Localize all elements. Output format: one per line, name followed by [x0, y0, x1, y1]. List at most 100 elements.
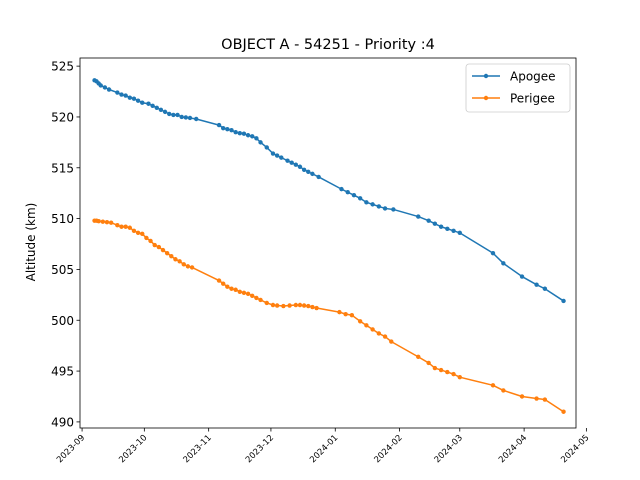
- data-point-apogee: [216, 122, 222, 128]
- y-axis-label: Altitude (km): [24, 203, 38, 282]
- legend: Apogee Perigee: [465, 63, 571, 113]
- data-point-perigee: [108, 220, 114, 225]
- data-point-perigee: [287, 303, 292, 308]
- data-point-apogee: [345, 189, 350, 195]
- data-point-perigee: [370, 327, 375, 332]
- data-point-perigee: [115, 223, 120, 228]
- data-point-perigee: [264, 300, 269, 306]
- data-point-perigee: [534, 396, 539, 401]
- data-point-apogee: [297, 164, 303, 169]
- data-point-perigee: [382, 334, 388, 339]
- data-point-perigee: [306, 303, 311, 309]
- y-tick-label: 525: [51, 60, 74, 74]
- data-point-apogee: [279, 155, 284, 160]
- data-point-perigee: [438, 367, 444, 373]
- data-point-apogee: [391, 207, 396, 212]
- data-point-perigee: [189, 265, 195, 270]
- series-apogee: [92, 78, 566, 304]
- data-point-apogee: [519, 274, 525, 279]
- legend-swatch-marker: [483, 95, 489, 101]
- data-point-apogee: [102, 85, 108, 90]
- data-point-perigee: [241, 290, 247, 296]
- data-point-apogee: [364, 200, 369, 205]
- data-point-apogee: [310, 171, 315, 177]
- data-point-perigee: [229, 286, 234, 291]
- data-point-apogee: [426, 218, 431, 223]
- data-point-apogee: [221, 125, 226, 131]
- data-point-apogee: [194, 116, 199, 122]
- data-point-perigee: [148, 238, 153, 244]
- data-point-perigee: [140, 231, 145, 237]
- data-point-apogee: [490, 250, 496, 256]
- data-point-apogee: [175, 112, 180, 118]
- data-point-perigee: [293, 302, 299, 308]
- y-tick-label: 510: [51, 212, 74, 226]
- data-point-apogee: [131, 96, 137, 101]
- data-point-perigee: [364, 323, 369, 328]
- data-point-apogee: [123, 93, 128, 98]
- series-layer: [92, 78, 566, 414]
- legend-label: Perigee: [510, 92, 555, 106]
- data-point-apogee: [241, 131, 247, 136]
- y-tick-label: 520: [51, 110, 74, 124]
- data-point-perigee: [177, 259, 182, 264]
- y-tick-label: 495: [51, 365, 74, 379]
- data-point-apogee: [225, 126, 230, 132]
- data-point-apogee: [183, 115, 189, 120]
- data-point-perigee: [181, 262, 186, 267]
- data-point-apogee: [233, 130, 238, 135]
- data-point-apogee: [534, 282, 539, 287]
- data-point-apogee: [432, 221, 438, 226]
- data-point-perigee: [119, 224, 124, 229]
- data-point-apogee: [561, 298, 566, 304]
- data-point-apogee: [162, 109, 168, 115]
- data-point-perigee: [519, 394, 525, 399]
- data-point-apogee: [285, 158, 290, 163]
- data-point-apogee: [115, 90, 120, 95]
- data-point-apogee: [135, 98, 141, 103]
- legend-swatch-marker: [483, 73, 489, 79]
- axes-frame: [79, 57, 577, 429]
- data-point-perigee: [490, 383, 496, 388]
- data-point-apogee: [306, 169, 311, 175]
- data-point-apogee: [254, 136, 259, 141]
- data-point-perigee: [96, 218, 101, 224]
- data-point-perigee: [216, 278, 222, 283]
- data-point-apogee: [451, 228, 456, 233]
- data-point-perigee: [245, 291, 251, 297]
- data-point-apogee: [150, 103, 155, 108]
- data-point-perigee: [100, 219, 106, 224]
- data-point-perigee: [542, 397, 548, 402]
- chart-title: OBJECT A - 54251 - Priority :4: [221, 37, 435, 53]
- data-point-apogee: [357, 196, 363, 201]
- data-point-apogee: [457, 230, 462, 236]
- y-tick-label: 515: [51, 161, 74, 175]
- data-point-perigee: [160, 247, 166, 253]
- y-tick-label: 490: [51, 415, 74, 429]
- data-point-apogee: [542, 286, 548, 291]
- data-point-apogee: [416, 214, 421, 219]
- data-point-perigee: [173, 257, 178, 262]
- data-point-apogee: [370, 202, 375, 207]
- data-point-apogee: [445, 226, 450, 231]
- plot-area: [80, 58, 576, 428]
- data-point-apogee: [264, 145, 269, 150]
- data-point-perigee: [104, 219, 110, 225]
- data-point-perigee: [144, 235, 149, 241]
- data-point-apogee: [293, 162, 299, 167]
- data-point-perigee: [426, 360, 431, 366]
- data-point-perigee: [445, 369, 450, 375]
- data-point-apogee: [146, 101, 151, 106]
- data-point-apogee: [339, 186, 344, 192]
- data-point-perigee: [281, 303, 286, 309]
- data-point-apogee: [140, 100, 145, 105]
- data-point-perigee: [349, 312, 355, 318]
- data-point-perigee: [152, 242, 157, 248]
- data-point-perigee: [123, 224, 128, 229]
- data-point-perigee: [297, 302, 303, 308]
- data-point-perigee: [376, 331, 382, 336]
- data-point-perigee: [185, 264, 191, 269]
- data-point-perigee: [156, 244, 162, 250]
- data-point-apogee: [237, 131, 242, 136]
